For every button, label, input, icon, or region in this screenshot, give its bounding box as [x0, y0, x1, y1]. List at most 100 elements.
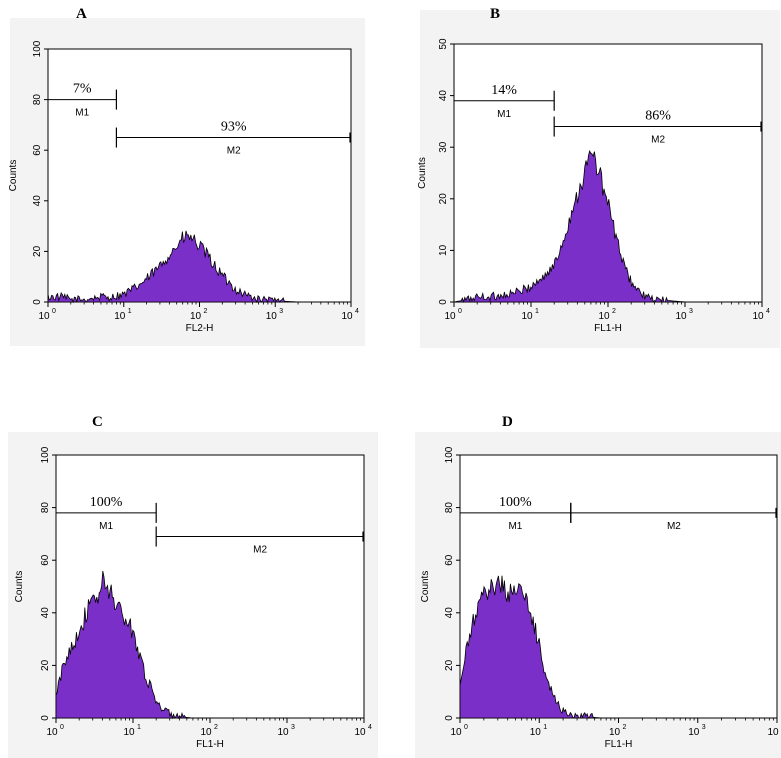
- y-axis-label-a: Counts: [8, 160, 19, 192]
- x-tick-label-b-1: 10: [521, 311, 533, 322]
- gate-m2-b: M2 86%: [553, 109, 762, 146]
- x-tick-exponent-b-3: 3: [689, 308, 693, 315]
- x-axis-label-c: FL1-H: [196, 739, 224, 750]
- y-tick-label-a-100: 100: [32, 40, 43, 57]
- y-tick-label-b-10: 10: [438, 244, 449, 256]
- gate-m1-a: M1 7%: [48, 82, 118, 119]
- gate-percent-m1-c: 100%: [90, 495, 123, 510]
- gate-name-m1-b: M1: [497, 109, 511, 120]
- gate-m2-c: M2: [155, 526, 364, 556]
- x-tick-label-c-2: 10: [200, 727, 212, 738]
- gate-name-m2-a: M2: [227, 146, 241, 157]
- x-tick-exponent-c-0: 0: [60, 724, 64, 731]
- y-tick-label-b-50: 50: [438, 38, 449, 50]
- x-tick-label-a-4: 10: [341, 311, 353, 322]
- gate-percent-m2-b: 86%: [645, 109, 671, 124]
- x-tick-exponent-a-3: 3: [279, 308, 283, 315]
- panel-a-label: A: [76, 6, 87, 22]
- x-tick-exponent-c-2: 2: [214, 724, 218, 731]
- y-tick-label-d-20: 20: [444, 659, 455, 671]
- x-axis-label-a: FL2-H: [186, 323, 214, 334]
- y-tick-label-d-100: 100: [444, 446, 455, 463]
- gate-m1-c: M1 100%: [56, 495, 157, 532]
- x-tick-exponent-a-0: 0: [52, 308, 56, 315]
- x-tick-label-d-3: 10: [688, 727, 700, 738]
- y-tick-label-c-0: 0: [40, 715, 51, 721]
- y-tick-label-d-80: 80: [444, 502, 455, 514]
- y-tick-label-b-20: 20: [438, 193, 449, 205]
- gate-m1-b: M1 14%: [454, 83, 555, 120]
- y-tick-label-d-0: 0: [444, 715, 455, 721]
- gate-percent-m1-a: 7%: [73, 82, 92, 97]
- x-tick-exponent-a-1: 1: [128, 308, 132, 315]
- y-tick-label-d-40: 40: [444, 607, 455, 619]
- x-tick-exponent-c-4: 4: [368, 724, 372, 731]
- y-axis-label-b: Counts: [417, 157, 428, 189]
- histogram-area-a: [47, 230, 351, 304]
- gate-name-m2-b: M2: [651, 135, 665, 146]
- x-tick-exponent-b-1: 1: [535, 308, 539, 315]
- gate-percent-m1-b: 14%: [491, 83, 517, 98]
- x-tick-exponent-a-2: 2: [204, 308, 208, 315]
- x-tick-label-d-4: 10: [767, 727, 779, 738]
- gate-m2-a: M2 93%: [115, 120, 351, 157]
- y-tick-label-b-40: 40: [438, 90, 449, 102]
- gate-percent-m1-d: 100%: [499, 495, 532, 510]
- y-axis-label-c: Counts: [14, 571, 25, 603]
- y-tick-label-c-80: 80: [40, 502, 51, 514]
- gate-name-m2-c: M2: [253, 545, 267, 556]
- x-axis-label-b: FL1-H: [594, 323, 622, 334]
- y-tick-label-a-80: 80: [32, 94, 43, 106]
- x-axis-label-d: FL1-H: [605, 739, 633, 750]
- y-tick-label-c-100: 100: [40, 446, 51, 463]
- x-tick-label-b-4: 10: [752, 311, 764, 322]
- x-tick-label-c-3: 10: [277, 727, 289, 738]
- x-tick-label-c-1: 10: [123, 727, 135, 738]
- y-tick-label-b-30: 30: [438, 141, 449, 153]
- y-tick-label-a-40: 40: [32, 195, 43, 207]
- y-tick-label-c-40: 40: [40, 607, 51, 619]
- x-tick-exponent-d-2: 2: [623, 724, 627, 731]
- x-tick-exponent-b-2: 2: [612, 308, 616, 315]
- panel-c-label: C: [92, 414, 103, 430]
- gate-name-m1-c: M1: [99, 521, 113, 532]
- x-tick-exponent-c-1: 1: [137, 724, 141, 731]
- gate-percent-m2-a: 93%: [221, 120, 247, 135]
- y-tick-label-a-0: 0: [32, 299, 43, 305]
- y-tick-label-b-0: 0: [438, 299, 449, 305]
- y-tick-label-a-60: 60: [32, 144, 43, 156]
- x-tick-label-d-1: 10: [530, 727, 542, 738]
- gate-m2-d: M2: [570, 502, 777, 532]
- x-tick-label-b-0: 10: [444, 311, 456, 322]
- x-tick-exponent-b-4: 4: [766, 308, 770, 315]
- x-tick-label-a-2: 10: [190, 311, 202, 322]
- x-tick-label-b-3: 10: [675, 311, 687, 322]
- panel-b-label: B: [490, 6, 501, 22]
- x-tick-label-d-0: 10: [450, 727, 462, 738]
- y-tick-label-c-60: 60: [40, 554, 51, 566]
- x-tick-label-c-0: 10: [46, 727, 58, 738]
- y-tick-label-d-60: 60: [444, 554, 455, 566]
- gate-name-m2-d: M2: [667, 521, 681, 532]
- x-tick-exponent-c-3: 3: [291, 724, 295, 731]
- x-tick-label-b-2: 10: [598, 311, 610, 322]
- y-tick-label-c-20: 20: [40, 659, 51, 671]
- x-tick-label-a-0: 10: [38, 311, 50, 322]
- y-axis-label-d: Counts: [420, 571, 431, 603]
- gate-name-m1-d: M1: [508, 521, 522, 532]
- x-tick-label-a-1: 10: [114, 311, 126, 322]
- x-tick-exponent-d-3: 3: [702, 724, 706, 731]
- x-tick-exponent-b-0: 0: [458, 308, 462, 315]
- histogram-area-b: [453, 150, 762, 304]
- x-tick-exponent-a-4: 4: [355, 308, 359, 315]
- x-tick-exponent-d-1: 1: [543, 724, 547, 731]
- y-tick-label-a-20: 20: [32, 245, 43, 257]
- x-tick-label-a-3: 10: [266, 311, 278, 322]
- x-tick-label-d-2: 10: [609, 727, 621, 738]
- panel-d-label: D: [502, 414, 513, 430]
- x-tick-exponent-d-0: 0: [464, 724, 468, 731]
- x-tick-label-c-4: 10: [354, 727, 366, 738]
